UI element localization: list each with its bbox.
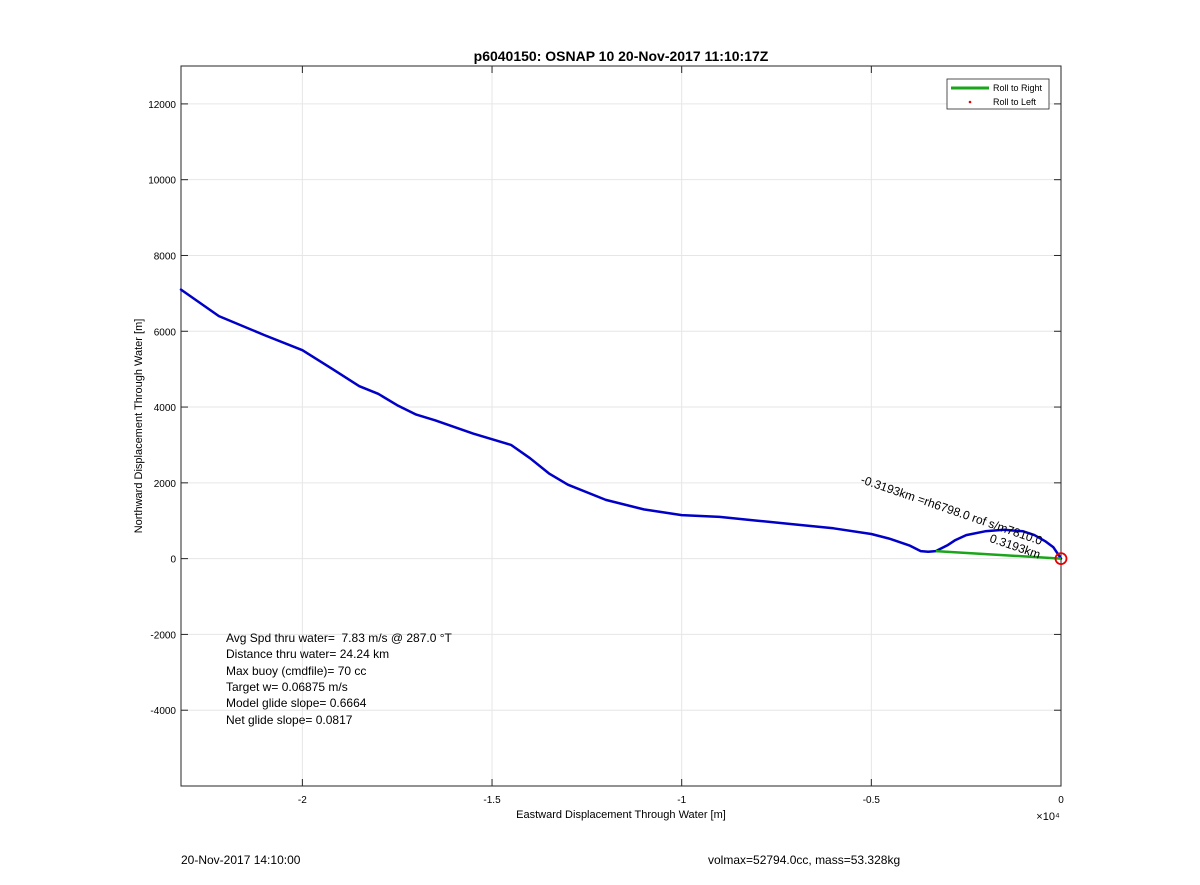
plot-area	[180, 65, 1062, 787]
current-vector-label: -0.3193km =rh6798.0 rof s/m7810.0	[859, 472, 1045, 548]
series-layer	[179, 288, 1068, 566]
x-axis-label: Eastward Displacement Through Water [m]	[516, 809, 726, 821]
x-tick-label: -1	[677, 795, 686, 806]
footer-vehicle-info: volmax=52794.0cc, mass=53.328kg	[708, 853, 901, 867]
stat-avg-speed: Avg Spd thru water= 7.83 m/s @ 287.0 °T	[226, 631, 453, 645]
y-tick-label: 12000	[148, 100, 176, 111]
y-tick-label: 4000	[154, 403, 177, 414]
legend: Roll to Right Roll to Left	[946, 78, 1050, 110]
chart-title: p6040150: OSNAP 10 20-Nov-2017 11:10:17Z	[474, 48, 769, 64]
y-tick-label: 6000	[154, 327, 177, 338]
y-tick-label: 8000	[154, 251, 177, 262]
y-tick-label: -4000	[150, 706, 176, 717]
stat-distance: Distance thru water= 24.24 km	[226, 647, 389, 661]
y-axis-label: Northward Displacement Through Water [m]	[133, 319, 145, 534]
stat-max-buoy: Max buoy (cmdfile)= 70 cc	[226, 664, 366, 678]
x-exponent-label: ×10⁴	[1036, 811, 1060, 823]
series-line-roll-to-right	[935, 549, 1062, 560]
legend-roll-left-label: Roll to Left	[993, 97, 1037, 107]
x-tick-labels: -2 -1.5 -1 -0.5 0	[298, 795, 1064, 806]
annotations: 0.3193km-0.3193km =rh6798.0 rof s/m7810.…	[859, 472, 1045, 561]
legend-roll-right-label: Roll to Right	[993, 83, 1043, 93]
legend-box	[946, 78, 1050, 110]
stats-block: Avg Spd thru water= 7.83 m/s @ 287.0 °T …	[226, 631, 453, 727]
x-tick-label: -0.5	[863, 795, 881, 806]
x-tick-label: -1.5	[483, 795, 501, 806]
y-tick-labels: -4000 -2000 0 2000 4000 6000 8000 10000 12000	[148, 100, 176, 717]
stat-net-glide: Net glide slope= 0.0817	[226, 713, 353, 727]
x-tick-label: 0	[1058, 795, 1064, 806]
y-tick-label: 10000	[148, 176, 176, 187]
axis-ticks	[181, 66, 1062, 786]
series-line-track	[179, 288, 1063, 560]
y-tick-label: 0	[170, 555, 176, 566]
y-tick-label: -2000	[150, 630, 176, 641]
stat-model-glide: Model glide slope= 0.6664	[226, 696, 367, 710]
y-tick-label: 2000	[154, 479, 177, 490]
legend-roll-left-swatch	[968, 100, 972, 104]
x-tick-label: -2	[298, 795, 307, 806]
grid	[181, 66, 1062, 786]
stat-target-w: Target w= 0.06875 m/s	[226, 680, 348, 694]
footer-timestamp: 20-Nov-2017 14:10:00	[181, 853, 301, 867]
start-point-marker	[1054, 552, 1068, 566]
